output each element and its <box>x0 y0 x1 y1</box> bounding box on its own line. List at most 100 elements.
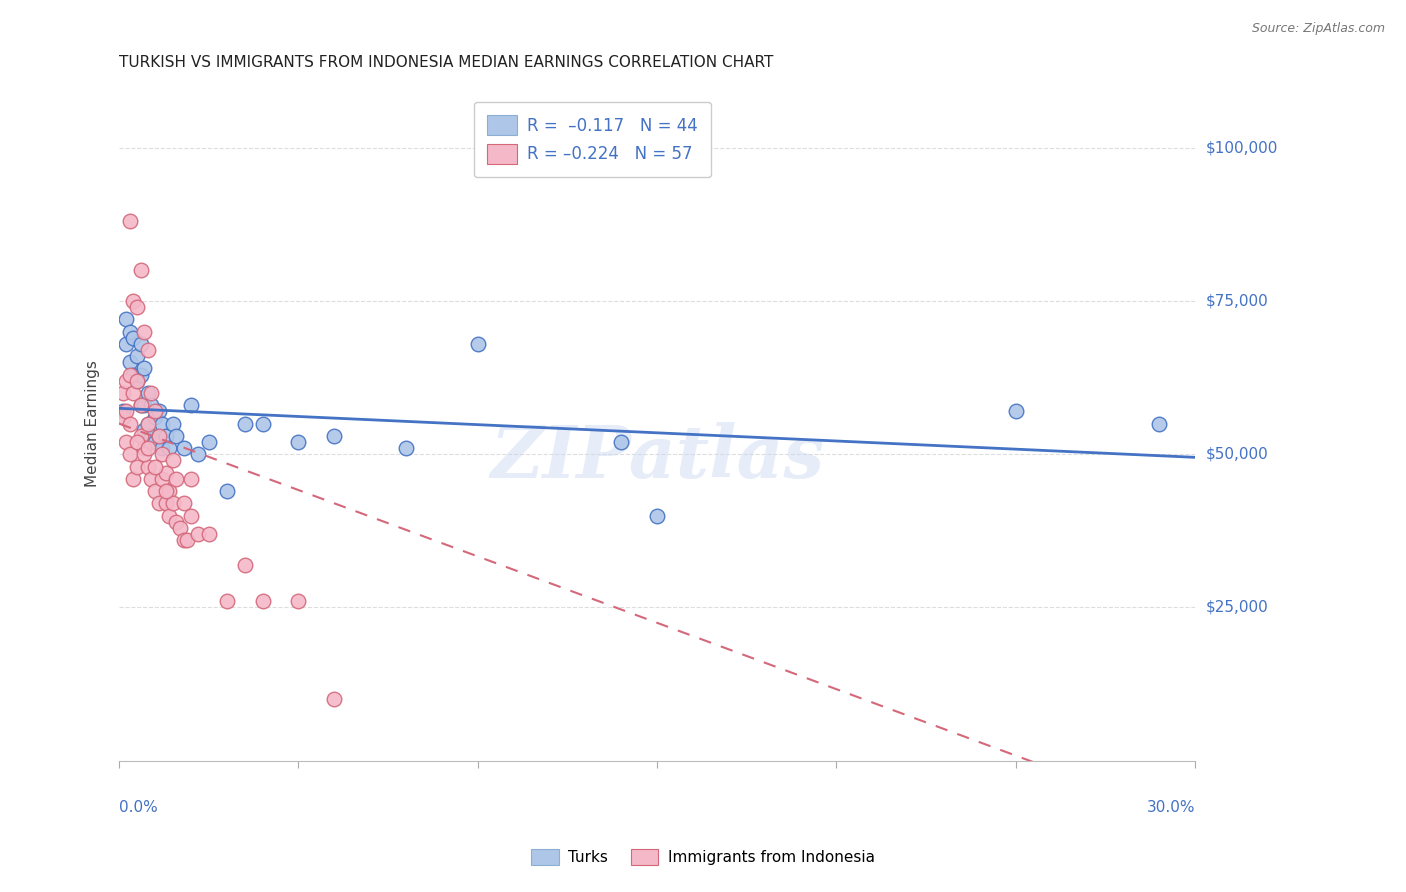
Point <box>129 337 152 351</box>
Point <box>141 429 163 443</box>
Point <box>197 435 219 450</box>
Point <box>187 527 209 541</box>
Point <box>180 508 202 523</box>
Point <box>136 459 159 474</box>
Point <box>136 417 159 431</box>
Point <box>115 337 138 351</box>
Point <box>169 521 191 535</box>
Point <box>125 459 148 474</box>
Point <box>148 429 170 443</box>
Point <box>143 404 166 418</box>
Point <box>129 368 152 382</box>
Point <box>215 594 238 608</box>
Point <box>118 447 141 461</box>
Point <box>395 441 418 455</box>
Point <box>157 508 180 523</box>
Point <box>141 386 163 401</box>
Point <box>143 459 166 474</box>
Point <box>118 368 141 382</box>
Point <box>173 533 195 547</box>
Point <box>150 472 173 486</box>
Point <box>148 404 170 418</box>
Point <box>125 374 148 388</box>
Point <box>233 417 256 431</box>
Point <box>129 263 152 277</box>
Point <box>136 386 159 401</box>
Text: $25,000: $25,000 <box>1206 600 1268 615</box>
Point <box>125 374 148 388</box>
Point <box>150 447 173 461</box>
Point <box>134 325 156 339</box>
Point <box>118 325 141 339</box>
Point <box>118 355 141 369</box>
Point <box>136 441 159 455</box>
Point <box>157 441 180 455</box>
Point <box>187 447 209 461</box>
Point <box>173 496 195 510</box>
Point <box>134 423 156 437</box>
Point <box>125 349 148 363</box>
Point <box>176 533 198 547</box>
Point <box>287 594 309 608</box>
Point <box>122 472 145 486</box>
Point <box>162 417 184 431</box>
Legend: Turks, Immigrants from Indonesia: Turks, Immigrants from Indonesia <box>526 843 880 871</box>
Point <box>215 483 238 498</box>
Point <box>143 410 166 425</box>
Point <box>155 429 177 443</box>
Point <box>323 692 346 706</box>
Text: $50,000: $50,000 <box>1206 447 1268 462</box>
Point <box>162 496 184 510</box>
Point <box>197 527 219 541</box>
Point <box>125 300 148 314</box>
Point <box>115 435 138 450</box>
Point <box>129 398 152 412</box>
Text: 0.0%: 0.0% <box>120 799 157 814</box>
Point <box>165 515 187 529</box>
Point <box>129 398 152 412</box>
Point <box>150 441 173 455</box>
Point <box>252 417 274 431</box>
Point <box>111 386 134 401</box>
Point <box>157 483 180 498</box>
Point <box>134 398 156 412</box>
Point <box>143 483 166 498</box>
Text: Source: ZipAtlas.com: Source: ZipAtlas.com <box>1251 22 1385 36</box>
Point <box>122 331 145 345</box>
Point <box>141 398 163 412</box>
Point <box>148 429 170 443</box>
Point <box>610 435 633 450</box>
Text: TURKISH VS IMMIGRANTS FROM INDONESIA MEDIAN EARNINGS CORRELATION CHART: TURKISH VS IMMIGRANTS FROM INDONESIA MED… <box>120 55 773 70</box>
Point <box>141 472 163 486</box>
Point <box>134 447 156 461</box>
Point <box>165 429 187 443</box>
Point <box>252 594 274 608</box>
Y-axis label: Median Earnings: Median Earnings <box>86 360 100 487</box>
Text: $75,000: $75,000 <box>1206 293 1268 309</box>
Point <box>111 410 134 425</box>
Point <box>118 417 141 431</box>
Point <box>143 435 166 450</box>
Point <box>115 404 138 418</box>
Text: ZIPatlas: ZIPatlas <box>489 422 824 493</box>
Point <box>162 453 184 467</box>
Point <box>180 398 202 412</box>
Point <box>122 368 145 382</box>
Point <box>467 337 489 351</box>
Point <box>323 429 346 443</box>
Text: 30.0%: 30.0% <box>1146 799 1195 814</box>
Point <box>645 508 668 523</box>
Point <box>129 429 152 443</box>
Point <box>180 472 202 486</box>
Point <box>136 417 159 431</box>
Point <box>122 386 145 401</box>
Point <box>1004 404 1026 418</box>
Point <box>150 417 173 431</box>
Point <box>115 312 138 326</box>
Point <box>134 441 156 455</box>
Point <box>118 214 141 228</box>
Point <box>165 472 187 486</box>
Point <box>287 435 309 450</box>
Point <box>155 496 177 510</box>
Point <box>122 294 145 309</box>
